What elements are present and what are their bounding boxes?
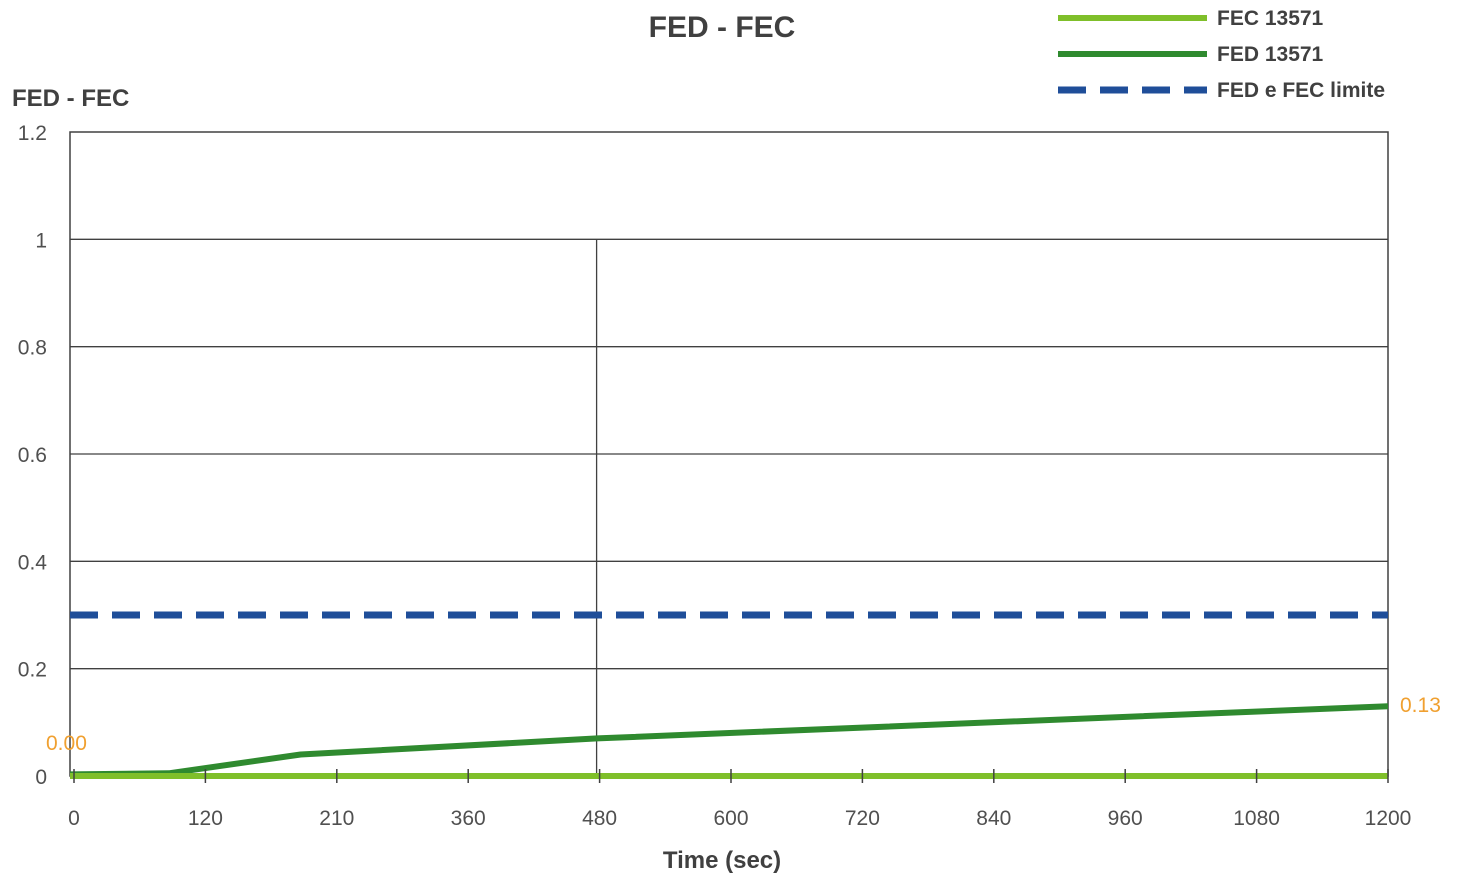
x-tick-label: 0 <box>68 807 80 830</box>
x-tick-label: 120 <box>188 807 223 830</box>
y-tick-labels: 0 0.2 0.4 0.6 0.8 1 1.2 <box>18 122 48 789</box>
legend-label: FED 13571 <box>1217 43 1324 66</box>
legend-label: FEC 13571 <box>1217 7 1324 30</box>
y-axis-label: FED - FEC <box>12 85 129 112</box>
x-tick-labels: 0 120 210 360 480 600 720 840 960 1080 1200 <box>68 769 1411 830</box>
y-tick-label: 1.2 <box>18 122 47 145</box>
x-tick-label: 960 <box>1108 807 1143 830</box>
x-tick-label: 720 <box>845 807 880 830</box>
data-label: 0.13 <box>1400 694 1441 717</box>
annotations: 0.00 0.13 <box>46 694 1441 755</box>
y-tick-label: 0.6 <box>18 444 47 467</box>
y-tick-label: 0.2 <box>18 659 47 682</box>
chart-title: FED - FEC <box>649 11 796 44</box>
y-tick-label: 0 <box>35 766 47 789</box>
x-tick-label: 840 <box>976 807 1011 830</box>
y-tick-label: 1 <box>35 229 47 252</box>
x-tick-label: 360 <box>451 807 486 830</box>
grid-layer <box>70 238 1388 776</box>
x-tick-label: 600 <box>713 807 748 830</box>
y-tick-label: 0.4 <box>18 551 48 574</box>
y-tick-label: 0.8 <box>18 337 47 360</box>
x-tick-label: 1200 <box>1365 807 1412 830</box>
legend: FEC 13571 FED 13571 FED e FEC limite <box>1058 7 1385 102</box>
data-label: 0.00 <box>46 732 87 755</box>
x-axis-label: Time (sec) <box>663 847 781 874</box>
legend-label: FED e FEC limite <box>1217 79 1385 102</box>
x-tick-label: 480 <box>582 807 617 830</box>
series-line-2 <box>69 703 1389 778</box>
series-layer <box>69 611 1389 779</box>
x-tick-label: 210 <box>319 807 354 830</box>
x-tick-label: 1080 <box>1233 807 1280 830</box>
